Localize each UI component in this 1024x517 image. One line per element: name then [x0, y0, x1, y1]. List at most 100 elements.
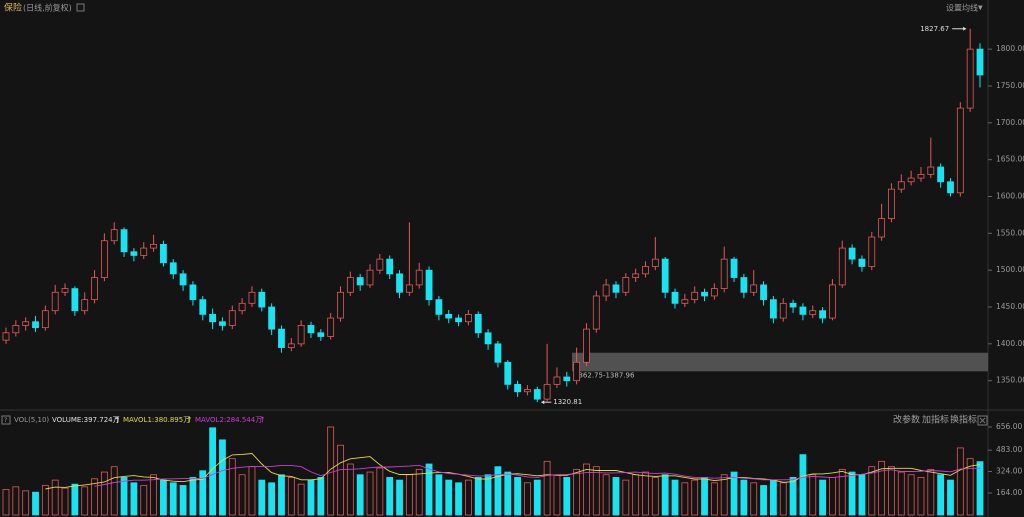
volume-bar [976, 461, 984, 516]
volume-bar [661, 474, 669, 516]
settings-icon[interactable] [76, 3, 85, 12]
volume-bar [41, 485, 49, 516]
candle-body [681, 299, 689, 304]
legend-arrow: ↑ [186, 416, 193, 425]
legend-arrow: ↑ [259, 416, 266, 425]
volume-bar [287, 477, 295, 516]
candle-body [651, 258, 659, 267]
candle-body [799, 306, 807, 315]
indicator-button[interactable]: 加指标 [922, 414, 949, 426]
candle-body [858, 258, 866, 267]
candle-body [760, 284, 767, 301]
candle-body [415, 269, 423, 286]
volume-bar [573, 468, 581, 516]
volume-bar [91, 478, 98, 516]
candle-body [956, 107, 964, 194]
volume-bar [612, 477, 620, 516]
volume-bar [415, 468, 423, 516]
volume-bar [228, 458, 236, 516]
help-icon[interactable] [1, 415, 11, 425]
candle-body [61, 288, 69, 293]
candle-body [514, 383, 521, 393]
menu-caret: ▼ [978, 5, 983, 12]
volume-bar [297, 483, 305, 516]
candle-body [140, 247, 148, 256]
candle-body [720, 258, 728, 289]
candle-body [543, 383, 551, 400]
candle-body [248, 291, 256, 304]
chart-subtitle: (日线,前复权) [23, 3, 72, 13]
candle-body [120, 229, 128, 253]
volume-bar [524, 482, 531, 516]
y-tick-label: 1650.00 [996, 155, 1024, 164]
candle-body [32, 321, 39, 329]
candle-body [927, 166, 935, 175]
indicator-button[interactable]: 换指标 [950, 414, 977, 426]
volume-bar [396, 479, 403, 516]
volume-bar [809, 474, 817, 516]
volume-bar [405, 474, 413, 516]
volume-bar [425, 463, 433, 516]
volume-bar [238, 474, 246, 516]
volume-bar [819, 479, 826, 516]
indicator-button[interactable]: 改参数 [893, 414, 920, 426]
candle-body [976, 48, 984, 76]
volume-bar [51, 479, 59, 516]
volume-bar [937, 474, 945, 516]
candle-body [100, 240, 108, 278]
y-tick-label: 656.00 [996, 422, 1022, 431]
candle-body [868, 236, 876, 267]
volume-bar [838, 468, 846, 516]
candle-body [327, 317, 335, 337]
volume-bar [494, 466, 502, 516]
close-icon[interactable] [977, 415, 988, 426]
volume-bar [445, 479, 453, 516]
volume-bar [710, 482, 718, 516]
candle-body [583, 328, 590, 363]
candle-body [829, 284, 836, 319]
ma-menu[interactable]: 设置均线 [946, 3, 978, 13]
volume-bar [258, 479, 266, 516]
candle-body [455, 317, 462, 323]
y-tick-label: 1350.00 [996, 376, 1024, 385]
volume-bar [71, 483, 79, 516]
volume-bar [346, 463, 354, 516]
candle-body [337, 291, 344, 319]
candle-body [228, 310, 236, 326]
volume-bar [583, 463, 590, 516]
candle-body [150, 243, 157, 249]
volume-bar [632, 474, 640, 516]
price-range-label: 1362.75-1387.96 [574, 371, 635, 379]
volume-bar [947, 479, 954, 516]
candle-body [465, 313, 472, 323]
volume-bar [12, 486, 20, 516]
volume-bar [907, 474, 915, 516]
legend-entry: VOLUME:397.724万 [52, 416, 120, 424]
candle-body [750, 284, 758, 293]
volume-bar [927, 468, 935, 516]
candle-body [740, 277, 748, 293]
candle-body [376, 258, 384, 271]
candle-body [71, 288, 79, 312]
candle-body [366, 269, 374, 286]
volume-bar [22, 490, 30, 516]
volume-bar [917, 477, 925, 516]
candle-body [769, 299, 777, 319]
volume-bar [120, 477, 128, 516]
volume-bar [514, 477, 521, 516]
volume-bar [897, 471, 905, 516]
volume-bar [769, 479, 777, 516]
candle-body [573, 361, 581, 382]
candle-body [297, 325, 305, 345]
candle-body [563, 376, 571, 382]
candle-body [504, 361, 512, 385]
volume-bar [110, 466, 118, 516]
candle-body [386, 258, 394, 275]
volume-bar [455, 482, 462, 516]
candle-body [553, 376, 561, 385]
y-tick-label: 1800.00 [996, 44, 1024, 53]
candle-body [22, 321, 30, 326]
y-tick-label: 1450.00 [996, 302, 1024, 311]
